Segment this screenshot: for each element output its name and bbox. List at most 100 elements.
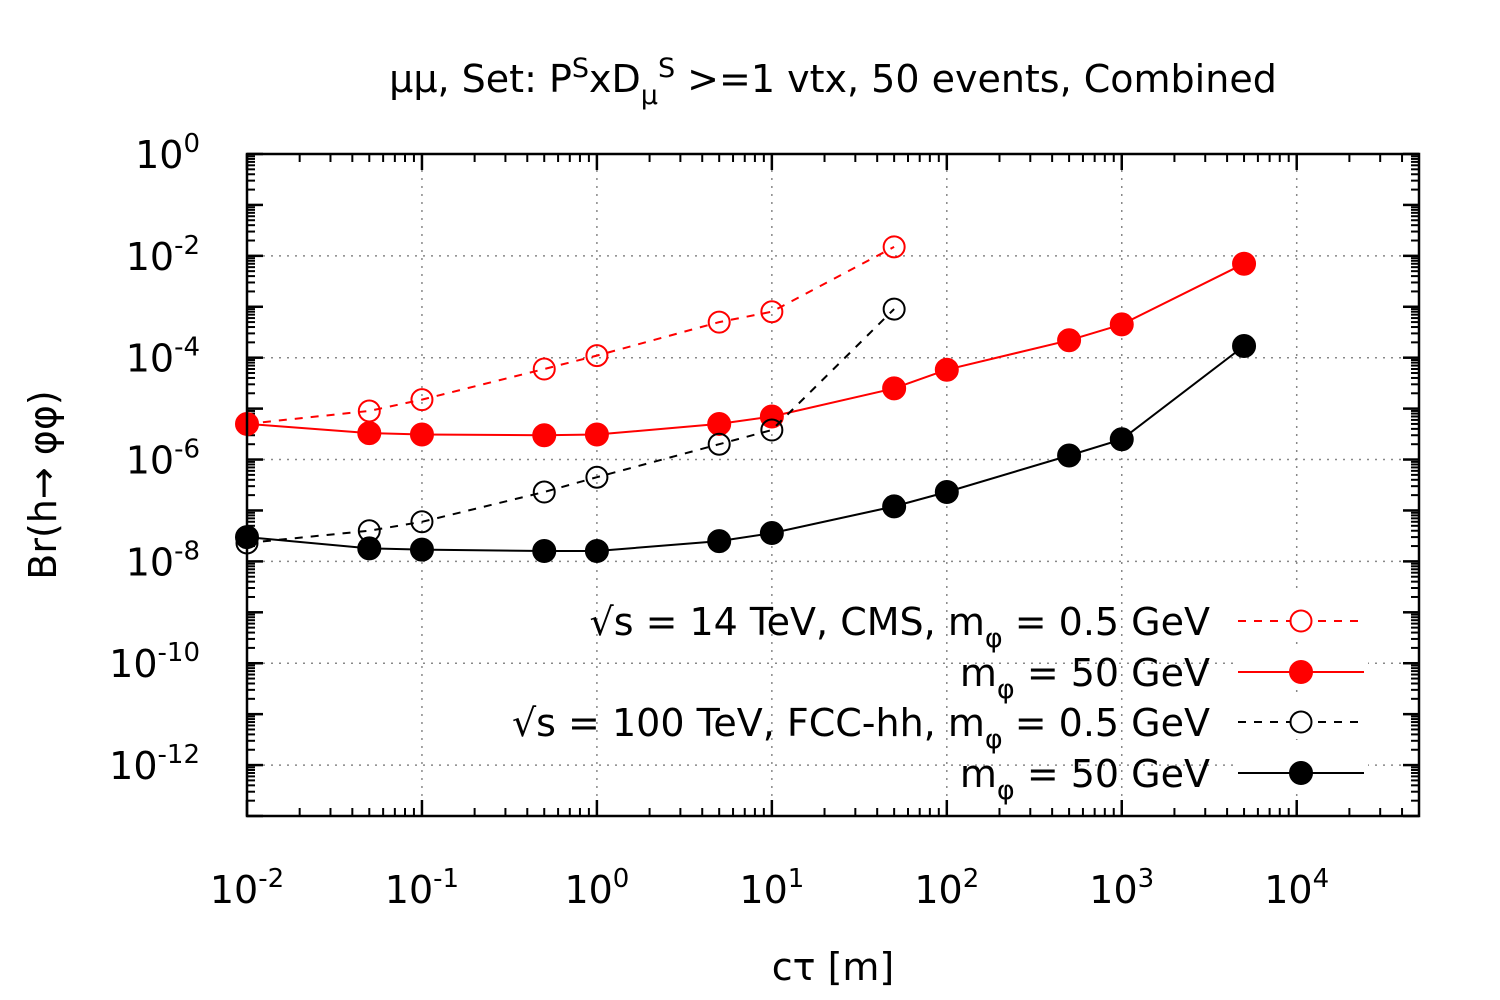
title-prefix: μμ, Set: P	[389, 57, 572, 101]
data-point-fcc-0.5	[410, 510, 434, 534]
x-tick-exponent: 1	[788, 864, 805, 894]
x-tick-base: 10	[1089, 868, 1137, 912]
data-point-cms-50	[409, 422, 434, 447]
data-point-fcc-0.5	[707, 432, 731, 456]
x-tick-label-0: 10-2	[210, 864, 284, 912]
y-tick-base: 10	[126, 337, 174, 381]
legend-label-subscript: φ	[985, 724, 1003, 755]
data-point-cms-0.5	[760, 300, 784, 324]
data-point-fcc-0.5	[532, 480, 556, 504]
legend-label: mφ = 50 GeV	[960, 752, 1210, 806]
data-point-fcc-0.5	[882, 297, 906, 321]
data-point-cms-0.5	[585, 344, 609, 368]
legend-label-main: m	[960, 752, 997, 796]
legend-label-end: = 0.5 GeV	[1003, 701, 1210, 745]
data-point-cms-50	[584, 422, 609, 447]
y-tick-exponent: -12	[158, 740, 200, 770]
y-tick-label-1: 10-2	[126, 231, 200, 279]
title-mid: xD	[589, 57, 641, 101]
legend-entry-cms-50: mφ = 50 GeV	[960, 645, 1368, 705]
y-tick-base: 10	[126, 439, 174, 483]
legend-label-end: = 50 GeV	[1015, 752, 1210, 796]
x-tick-base: 10	[385, 868, 433, 912]
x-tick-label-5: 103	[1089, 864, 1154, 912]
series-fcc-50	[235, 333, 1257, 563]
y-tick-exponent: -2	[174, 231, 200, 261]
legend-entry-cms-0.5: √s = 14 TeV, CMS, mφ = 0.5 GeV	[589, 594, 1368, 654]
x-tick-base: 10	[914, 868, 962, 912]
data-point-cms-50	[882, 376, 907, 401]
data-point-fcc-50	[882, 494, 907, 519]
title-sup-1: S	[572, 53, 589, 84]
data-point-fcc-50	[357, 536, 382, 561]
data-point-cms-50	[707, 411, 732, 436]
data-point-fcc-50	[707, 529, 732, 554]
x-tick-exponent: 2	[963, 864, 980, 894]
data-point-fcc-50	[1232, 333, 1257, 358]
data-series	[235, 235, 1257, 563]
x-tick-labels: 10-2 10-1 100 101 102 103 104	[210, 864, 1329, 912]
legend-label: mφ = 50 GeV	[960, 651, 1210, 705]
title-sup-2: S	[658, 53, 675, 84]
data-point-fcc-50	[1057, 443, 1082, 468]
x-tick-base: 10	[1264, 868, 1312, 912]
legend-label-main: m	[960, 651, 997, 695]
y-tick-exponent: 0	[183, 129, 200, 159]
title-suffix: >=1 vtx, 50 events, Combined	[675, 57, 1277, 101]
x-tick-exponent: 3	[1138, 864, 1155, 894]
data-point-cms-50	[1057, 328, 1082, 353]
x-tick-base: 10	[739, 868, 787, 912]
x-tick-label-4: 102	[914, 864, 979, 912]
data-point-fcc-0.5	[760, 418, 784, 442]
y-tick-label-2: 10-4	[126, 333, 200, 381]
x-tick-label-2: 100	[564, 864, 629, 912]
legend-entry-fcc-50: mφ = 50 GeV	[960, 746, 1368, 806]
data-point-fcc-50	[532, 538, 557, 563]
y-tick-exponent: -8	[174, 536, 200, 566]
y-tick-exponent: -6	[174, 435, 200, 465]
legend-label-end: = 0.5 GeV	[1003, 600, 1210, 644]
data-point-cms-50	[357, 421, 382, 446]
legend-label: √s = 100 TeV, FCC-hh, mφ = 0.5 GeV	[512, 701, 1210, 755]
y-tick-base: 10	[109, 744, 157, 788]
legend-marker-sample	[1289, 660, 1313, 684]
series-line-fcc-0.5	[246, 308, 895, 544]
x-tick-label-3: 101	[739, 864, 804, 912]
data-point-fcc-0.5	[585, 465, 609, 489]
plot-frame	[245, 152, 1421, 818]
data-point-fcc-50	[409, 537, 434, 562]
legend-label-main: √s = 14 TeV, CMS, m	[589, 600, 984, 644]
legend-marker-sample	[1289, 710, 1313, 734]
y-tick-label-3: 10-6	[126, 435, 200, 483]
y-tick-base: 10	[126, 235, 174, 279]
data-point-cms-50	[1232, 251, 1257, 276]
y-tick-label-5: 10-10	[109, 638, 200, 686]
legend-label-main: √s = 100 TeV, FCC-hh, m	[512, 701, 985, 745]
data-point-fcc-50	[584, 538, 609, 563]
y-tick-label-0: 100	[135, 129, 200, 177]
x-tick-label-6: 104	[1264, 864, 1329, 912]
legend-marker-sample	[1289, 761, 1313, 785]
y-tick-exponent: -10	[158, 638, 200, 668]
data-point-cms-50	[532, 423, 557, 448]
grid-lines	[247, 154, 1419, 816]
y-tick-exponent: -4	[174, 333, 200, 363]
y-tick-label-6: 10-12	[109, 740, 200, 788]
legend-marker-sample	[1289, 609, 1313, 633]
x-tick-base: 10	[564, 868, 612, 912]
data-point-cms-0.5	[410, 388, 434, 412]
y-tick-base: 10	[126, 540, 174, 584]
title-sub-1: μ	[641, 80, 658, 111]
legend-label-end: = 50 GeV	[1015, 651, 1210, 695]
x-tick-base: 10	[210, 868, 258, 912]
x-tick-exponent: 0	[613, 864, 630, 894]
series-cms-50	[235, 251, 1257, 448]
data-point-fcc-50	[759, 521, 784, 546]
legend-label-subscript: φ	[997, 674, 1015, 705]
data-point-cms-0.5	[707, 310, 731, 334]
x-tick-exponent: -1	[433, 864, 459, 894]
y-tick-base: 10	[109, 642, 157, 686]
